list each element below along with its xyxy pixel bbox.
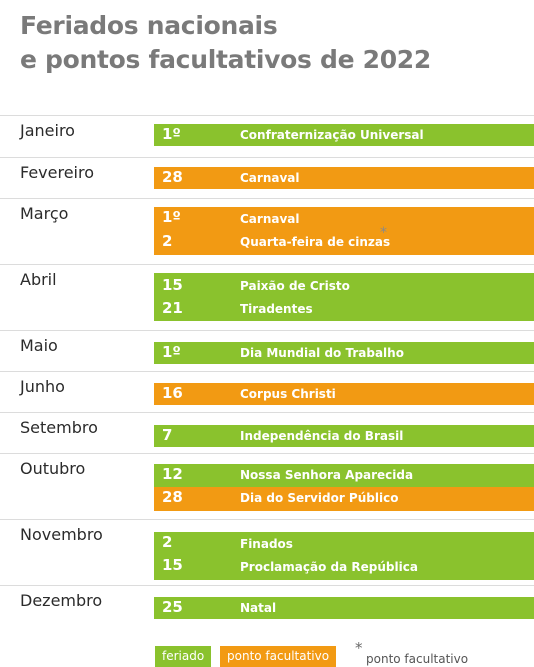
holiday-label: Quarta-feira de cinzas: [240, 235, 391, 249]
month-name: Dezembro: [20, 591, 103, 610]
holiday-day: 15: [162, 556, 183, 574]
holiday-label: Carnaval: [240, 212, 300, 226]
month-name: Abril: [20, 270, 57, 289]
holiday-row: 1º Confraternização Universal: [154, 124, 534, 146]
holiday-day: 15: [162, 276, 183, 294]
legend-asterisk: *: [355, 639, 363, 657]
holiday-day: 16: [162, 384, 183, 402]
holiday-row: 7 Independência do Brasil: [154, 425, 534, 447]
holiday-label: Corpus Christi: [240, 387, 336, 401]
holiday-day: 2: [162, 232, 173, 250]
month-name: Março: [20, 204, 69, 223]
holiday-label: Dia Mundial do Trabalho: [240, 346, 404, 360]
holiday-label: Tiradentes: [240, 302, 313, 316]
holiday-label: Carnaval: [240, 171, 300, 185]
month-abril: Abril 15 Paixão de Cristo 21 Tiradentes: [0, 264, 534, 331]
legend-asterisk-note: ponto facultativo: [366, 652, 469, 666]
holiday-day: 25: [162, 598, 183, 616]
month-outubro: Outubro 12 Nossa Senhora Aparecida 28 Di…: [0, 453, 534, 520]
month-name: Novembro: [20, 525, 103, 544]
legend-feriado: feriado: [155, 646, 212, 667]
holiday-row: 16 Corpus Christi: [154, 383, 534, 405]
holiday-day: 21: [162, 299, 183, 317]
month-name: Janeiro: [20, 121, 75, 140]
month-dezembro: Dezembro 25 Natal: [0, 585, 534, 630]
holiday-block: 2 Finados 15 Proclamação da República: [154, 532, 534, 580]
holiday-label: Dia do Servidor Público: [240, 491, 399, 505]
holiday-label: Independência do Brasil: [240, 429, 404, 443]
holiday-day: 7: [162, 426, 173, 444]
holiday-day: 28: [162, 168, 183, 186]
month-junho: Junho 16 Corpus Christi: [0, 371, 534, 413]
month-setembro: Setembro 7 Independência do Brasil: [0, 412, 534, 454]
asterisk-marker: *: [380, 225, 387, 241]
holiday-day: 28: [162, 488, 183, 506]
month-name: Junho: [20, 377, 65, 396]
legend-ponto-facultativo: ponto facultativo: [220, 646, 337, 667]
title-line-1: Feriados nacionais: [20, 11, 278, 40]
month-fevereiro: Fevereiro 28 Carnaval: [0, 157, 534, 199]
holiday-row: 28 Carnaval: [154, 167, 534, 189]
holiday-block: 15 Paixão de Cristo 21 Tiradentes: [154, 273, 534, 321]
holiday-row: 1º Dia Mundial do Trabalho: [154, 342, 534, 364]
holiday-row: 28 Dia do Servidor Público: [154, 487, 534, 511]
holiday-label: Finados: [240, 537, 293, 551]
title-line-2: e pontos facultativos de 2022: [20, 45, 432, 74]
month-name: Maio: [20, 336, 58, 355]
holiday-row: 25 Natal: [154, 597, 534, 619]
holiday-day: 2: [162, 533, 173, 551]
month-name: Fevereiro: [20, 163, 95, 182]
holiday-day: 12: [162, 465, 183, 483]
holiday-day: 1º: [162, 125, 181, 143]
holiday-label: Paixão de Cristo: [240, 279, 350, 293]
holiday-label: Nossa Senhora Aparecida: [240, 468, 414, 482]
month-janeiro: Janeiro 1º Confraternização Universal: [0, 115, 534, 158]
month-name: Setembro: [20, 418, 98, 437]
month-marco: Março 1º Carnaval 2 Quarta-feira de cinz…: [0, 198, 534, 265]
holiday-day: 1º: [162, 343, 181, 361]
holiday-block: 1º Carnaval 2 Quarta-feira de cinzas: [154, 207, 534, 255]
holiday-day: 1º: [162, 208, 181, 226]
holiday-row: 12 Nossa Senhora Aparecida: [154, 464, 534, 487]
month-name: Outubro: [20, 459, 86, 478]
month-maio: Maio 1º Dia Mundial do Trabalho: [0, 330, 534, 372]
holiday-label: Confraternização Universal: [240, 128, 424, 142]
holiday-label: Natal: [240, 601, 277, 615]
month-novembro: Novembro 2 Finados 15 Proclamação da Rep…: [0, 519, 534, 586]
holiday-label: Proclamação da República: [240, 560, 418, 574]
page-title: Feriados nacionais e pontos facultativos…: [20, 9, 431, 77]
